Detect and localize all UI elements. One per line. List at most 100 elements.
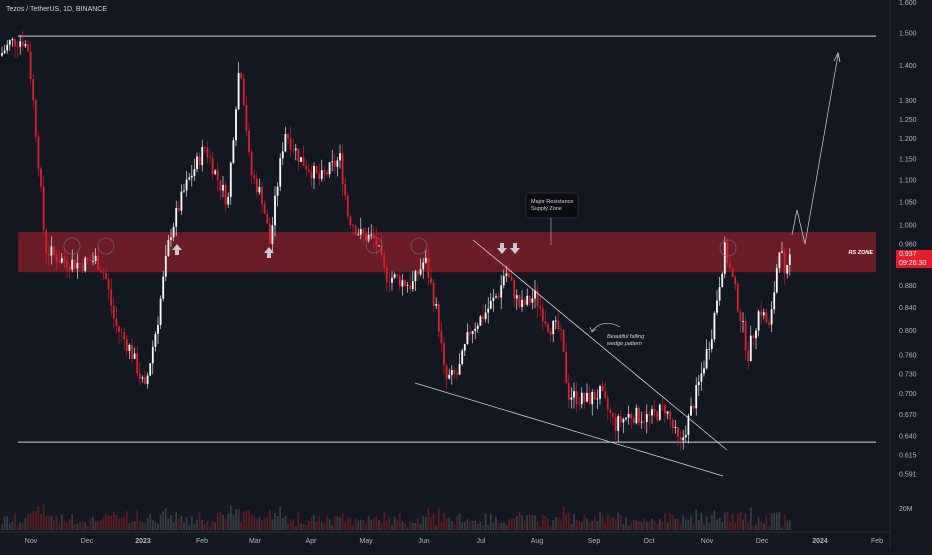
volume-bar (281, 518, 284, 530)
candle-body (232, 140, 235, 163)
candle-body (643, 421, 646, 423)
x-tick-label: 2023 (135, 538, 151, 545)
candle-body (266, 213, 269, 224)
volume-bar (313, 514, 315, 530)
volume-bar (229, 505, 232, 530)
volume-bar (638, 521, 640, 530)
volume-bar (466, 519, 469, 530)
candle-body (248, 130, 250, 153)
candle-body (671, 419, 674, 429)
resistance-note-line2: Supply Zone (531, 206, 562, 212)
candle-body (406, 285, 409, 286)
volume-bar (599, 511, 601, 530)
candle-body (193, 169, 196, 176)
volume-bar (747, 522, 750, 530)
candle-body (34, 100, 37, 137)
candle-body (263, 203, 266, 214)
candle-body (448, 374, 451, 379)
volume-bar (562, 507, 565, 530)
candle-body (123, 332, 126, 340)
volume-bar (414, 522, 417, 530)
candle-body (463, 344, 466, 351)
candle-body (645, 414, 648, 422)
volume-bar (635, 519, 638, 530)
volume-bar (619, 515, 622, 530)
candle-body (258, 186, 261, 193)
candle-body (370, 234, 373, 236)
volume-bar (567, 512, 570, 530)
y-tick-label: 1.050 (899, 199, 917, 206)
volume-bar (440, 521, 443, 530)
volume-bar (469, 521, 471, 530)
volume-bar (125, 511, 128, 530)
candle-body (635, 407, 638, 424)
candle-body (612, 413, 614, 418)
volume-bar (479, 521, 482, 530)
candle-body (365, 233, 367, 241)
candle-body (736, 284, 739, 312)
resistance-zone (18, 232, 876, 273)
candle-body (287, 134, 289, 139)
volume-bar (318, 516, 321, 530)
x-tick-label: Nov (701, 538, 714, 545)
candle-body (294, 148, 297, 151)
volume-bar (328, 519, 331, 530)
candle-body (411, 281, 414, 290)
volume-bar (177, 518, 180, 530)
candle-body (396, 274, 399, 277)
candle-body (354, 225, 357, 235)
volume-bar (463, 521, 466, 530)
resistance-note-line1: Major Resistance (531, 199, 574, 205)
volume-bar (697, 520, 700, 530)
candle-body (788, 254, 791, 265)
volume-bar (201, 519, 204, 530)
volume-bar (294, 526, 297, 530)
candle-body (29, 51, 32, 80)
volume-bar (346, 516, 349, 530)
candle-body (479, 316, 482, 326)
volume-bar (380, 523, 383, 530)
candle-body (21, 41, 24, 47)
volume-bar (682, 515, 685, 530)
volume-bar (357, 520, 360, 530)
candle-body (276, 186, 279, 196)
candle-body (159, 298, 162, 326)
candle-body (180, 191, 183, 211)
volume-bar (424, 517, 427, 530)
volume-bar (29, 513, 32, 530)
candle-body (24, 44, 27, 47)
volume-bar (372, 518, 375, 530)
candle-body (515, 295, 518, 299)
volume-bar (718, 517, 721, 530)
volume-bar (131, 521, 133, 530)
volume-bar (539, 526, 542, 530)
candle-body (656, 411, 659, 420)
candle-body (201, 147, 204, 166)
candle-body (690, 406, 692, 416)
y-tick-label: 0.591 (899, 471, 917, 478)
volume-bar (510, 519, 513, 530)
candle-body (66, 261, 68, 268)
candle-body (196, 156, 198, 170)
volume-bar (352, 525, 354, 530)
y-tick-label: 1.300 (899, 98, 917, 105)
candle-body (495, 296, 497, 298)
volume-bar (105, 514, 107, 530)
candle-body (339, 153, 341, 161)
volume-bar (687, 519, 690, 530)
x-tick-label: Dec (756, 538, 769, 545)
volume-bar (658, 519, 661, 530)
volume-bar (523, 520, 526, 530)
candle-body (544, 321, 547, 325)
candle-body (6, 44, 9, 51)
candle-body (604, 391, 607, 398)
candle-body (120, 331, 123, 333)
volume-bar (578, 521, 581, 530)
volume-bar (326, 516, 328, 530)
candle-body (105, 272, 107, 280)
candle-body (16, 46, 19, 48)
candle-body (682, 437, 685, 441)
volume-bar (112, 511, 115, 530)
